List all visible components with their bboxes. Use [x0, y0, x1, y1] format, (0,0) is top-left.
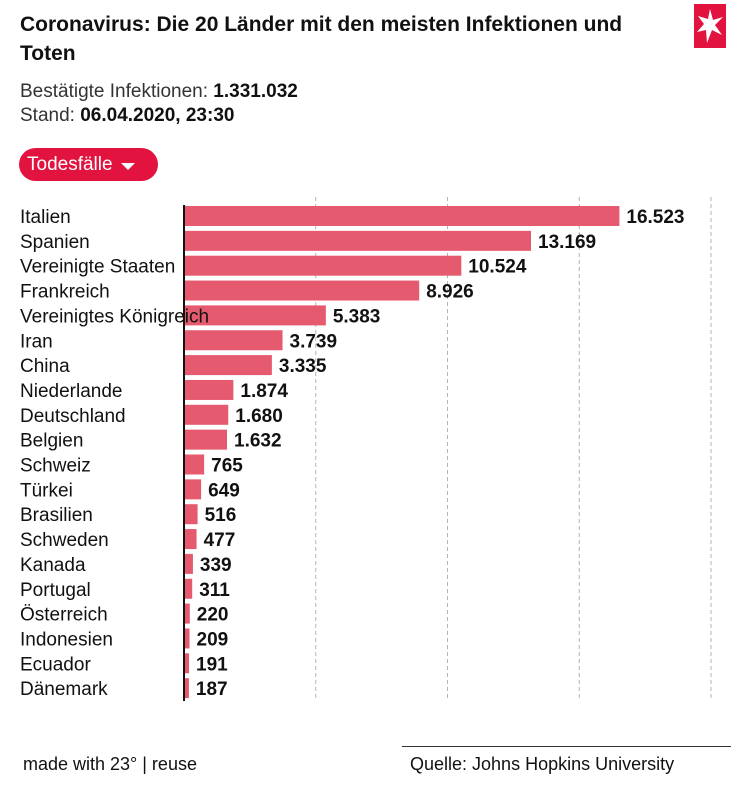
bar[interactable] [184, 230, 532, 251]
category-label: China [20, 356, 70, 377]
bar[interactable] [184, 330, 283, 351]
category-label: Brasilien [20, 505, 93, 526]
value-label: 209 [197, 629, 229, 650]
category-label: Schweiz [20, 456, 91, 477]
value-label: 3.739 [290, 331, 338, 352]
footer-divider [402, 746, 731, 747]
bar[interactable] [184, 379, 234, 400]
value-label: 649 [208, 480, 240, 501]
category-label: Belgien [20, 431, 83, 452]
value-label: 3.335 [279, 356, 327, 377]
bar[interactable] [184, 479, 202, 500]
value-label: 765 [211, 456, 243, 477]
value-label: 311 [199, 580, 230, 601]
value-label: 191 [196, 654, 228, 675]
value-label: 220 [197, 605, 229, 626]
metric-dropdown[interactable]: Todesfälle [19, 148, 158, 181]
category-label: Portugal [20, 580, 91, 601]
value-label: 1.632 [234, 431, 282, 452]
category-label: Frankreich [20, 282, 110, 303]
category-label: Kanada [20, 555, 86, 576]
bar[interactable] [184, 504, 198, 525]
bar[interactable] [184, 553, 193, 574]
infections-value: 1.331.032 [213, 81, 298, 102]
infections-label: Bestätigte Infektionen: [20, 81, 209, 102]
value-label: 339 [200, 555, 232, 576]
caret-down-icon [120, 162, 135, 170]
value-label: 10.524 [468, 257, 527, 278]
category-label: Ecuador [20, 654, 91, 675]
bar[interactable] [184, 603, 190, 624]
bar[interactable] [184, 429, 228, 450]
category-label: Niederlande [20, 381, 122, 402]
category-label: Iran [20, 331, 53, 352]
bar[interactable] [184, 578, 193, 599]
value-label: 8.926 [426, 282, 474, 303]
bar[interactable] [184, 206, 620, 226]
stand-value: 06.04.2020, 23:30 [80, 105, 235, 126]
bar[interactable] [184, 653, 190, 674]
category-label: Indonesien [20, 629, 113, 650]
bar[interactable] [184, 454, 205, 475]
bar[interactable] [184, 355, 272, 376]
stand-label: Stand: [20, 105, 75, 126]
stand-line: Stand: 06.04.2020, 23:30 [20, 104, 298, 128]
value-label: 16.523 [626, 207, 684, 228]
bar[interactable] [184, 529, 197, 550]
source-credit: Quelle: Johns Hopkins University [410, 754, 675, 774]
infections-line: Bestätigte Infektionen: 1.331.032 [20, 80, 298, 104]
made-with-link[interactable]: made with 23° | reuse [23, 754, 197, 774]
bar[interactable] [184, 255, 462, 276]
bar[interactable] [184, 678, 189, 699]
bar[interactable] [184, 404, 229, 425]
value-label: 1.680 [235, 406, 283, 427]
bar[interactable] [184, 628, 190, 649]
value-label: 1.874 [240, 381, 288, 402]
category-label: Spanien [20, 232, 90, 253]
chart-title: Coronavirus: Die 20 Länder mit den meist… [20, 13, 623, 65]
category-label: Deutschland [20, 406, 126, 427]
category-label: Österreich [20, 605, 108, 626]
stern-star-icon [694, 4, 726, 48]
value-label: 5.383 [333, 306, 381, 327]
dropdown-label: Todesfälle [27, 153, 113, 175]
value-label: 187 [196, 679, 228, 700]
category-label: Vereinigte Staaten [20, 257, 175, 278]
category-label: Dänemark [20, 679, 108, 700]
bar[interactable] [184, 280, 420, 301]
value-label: 516 [205, 505, 237, 526]
bar-chart: Italien 16.523 Spanien 13.169 Vereinigte Sta… [20, 197, 712, 701]
category-label: Türkei [20, 480, 73, 501]
value-label: 477 [204, 530, 236, 551]
category-label: Schweden [20, 530, 109, 551]
meta-info: Bestätigte Infektionen: 1.331.032 Stand:… [20, 80, 298, 128]
bar[interactable] [184, 305, 326, 326]
category-label: Vereinigtes Königreich [20, 306, 209, 327]
value-label: 13.169 [538, 232, 596, 253]
category-label: Italien [20, 207, 71, 228]
